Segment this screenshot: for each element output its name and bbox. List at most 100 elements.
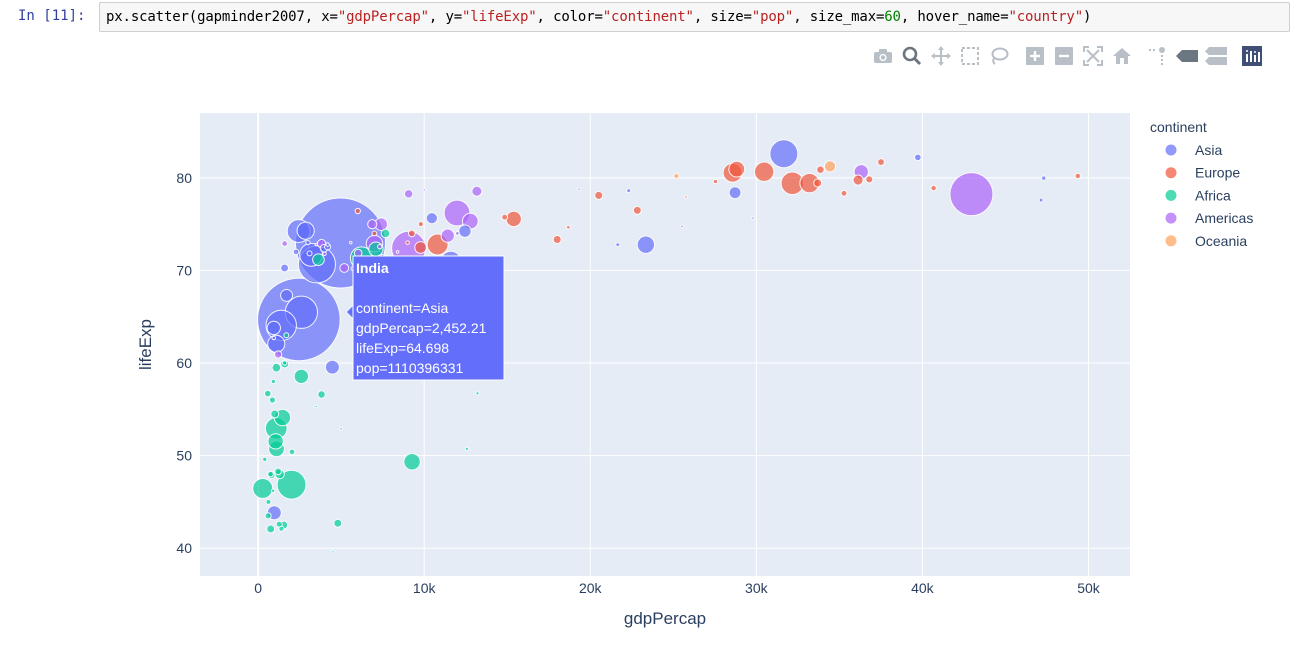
data-point[interactable]	[475, 391, 480, 396]
hover-closest-icon[interactable]	[1176, 45, 1198, 67]
data-point[interactable]	[458, 224, 472, 238]
data-point[interactable]	[377, 243, 383, 250]
data-point[interactable]	[262, 456, 268, 462]
data-point[interactable]	[283, 332, 290, 339]
data-point[interactable]	[471, 185, 483, 197]
plotly-logo-icon[interactable]	[1241, 45, 1263, 67]
data-point[interactable]	[331, 550, 335, 554]
data-point[interactable]	[1074, 172, 1081, 180]
data-point[interactable]	[680, 224, 684, 229]
data-point[interactable]	[278, 525, 285, 532]
data-point[interactable]	[380, 228, 391, 239]
data-point[interactable]	[930, 184, 937, 192]
data-point[interactable]	[626, 188, 632, 194]
data-point[interactable]	[271, 335, 277, 341]
data-point[interactable]	[267, 433, 284, 450]
data-point[interactable]	[753, 161, 775, 182]
data-point[interactable]	[270, 488, 276, 494]
lasso-icon[interactable]	[988, 45, 1010, 67]
data-point[interactable]	[464, 446, 469, 451]
data-point[interactable]	[270, 409, 280, 419]
data-point[interactable]	[265, 498, 272, 505]
data-point[interactable]	[949, 172, 994, 217]
data-point[interactable]	[505, 210, 522, 228]
legend-marker[interactable]	[1164, 211, 1178, 225]
data-point[interactable]	[414, 241, 427, 254]
data-point[interactable]	[684, 195, 688, 199]
data-point[interactable]	[271, 362, 282, 373]
data-point[interactable]	[673, 172, 680, 179]
legend-marker[interactable]	[1164, 234, 1178, 248]
reset-axes-icon[interactable]	[1111, 45, 1133, 67]
data-point[interactable]	[325, 242, 330, 247]
data-point[interactable]	[407, 229, 416, 238]
data-point[interactable]	[371, 230, 378, 237]
data-point[interactable]	[263, 389, 272, 398]
spike-lines-icon[interactable]	[1147, 45, 1169, 67]
data-point[interactable]	[273, 350, 283, 359]
data-point[interactable]	[552, 235, 562, 244]
legend-marker[interactable]	[1164, 143, 1178, 157]
data-point[interactable]	[292, 248, 300, 256]
data-point[interactable]	[270, 378, 277, 385]
data-point[interactable]	[914, 153, 922, 162]
hover-compare-icon[interactable]	[1205, 45, 1227, 67]
data-point[interactable]	[577, 187, 581, 192]
data-point[interactable]	[367, 219, 378, 230]
data-point[interactable]	[769, 139, 799, 169]
data-point[interactable]	[751, 216, 755, 220]
data-point[interactable]	[636, 235, 656, 254]
data-point[interactable]	[281, 240, 288, 247]
data-point[interactable]	[354, 207, 361, 215]
data-point[interactable]	[728, 160, 746, 178]
data-point[interactable]	[840, 189, 848, 197]
data-point[interactable]	[314, 404, 318, 409]
code-text[interactable]: px.scatter(gapminder2007, x="gdpPercap",…	[106, 9, 1091, 25]
data-point[interactable]	[267, 470, 274, 478]
zoom-out-icon[interactable]	[1053, 45, 1075, 67]
data-point[interactable]	[395, 250, 400, 254]
data-point[interactable]	[339, 427, 343, 431]
data-point[interactable]	[339, 263, 350, 273]
data-point[interactable]	[305, 239, 311, 246]
code-cell[interactable]: px.scatter(gapminder2007, x="gdpPercap",…	[99, 2, 1290, 32]
data-point[interactable]	[368, 241, 384, 257]
data-point[interactable]	[1041, 175, 1047, 181]
data-point[interactable]	[333, 518, 343, 528]
data-point[interactable]	[501, 213, 509, 221]
data-point[interactable]	[728, 186, 742, 200]
data-point[interactable]	[455, 231, 460, 236]
plot-area[interactable]	[200, 113, 1130, 576]
data-point[interactable]	[405, 240, 410, 245]
data-point[interactable]	[293, 368, 309, 385]
legend-item-label[interactable]: Asia	[1195, 142, 1222, 158]
data-point[interactable]	[422, 188, 426, 192]
data-point[interactable]	[252, 477, 274, 499]
legend-marker[interactable]	[1164, 188, 1178, 202]
data-point[interactable]	[425, 212, 438, 225]
legend-marker[interactable]	[1164, 166, 1178, 180]
camera-icon[interactable]	[872, 45, 894, 67]
data-point[interactable]	[417, 221, 424, 228]
data-point[interactable]	[632, 205, 642, 215]
data-point[interactable]	[322, 251, 327, 257]
data-point[interactable]	[403, 189, 414, 199]
data-point[interactable]	[823, 160, 837, 173]
data-point[interactable]	[813, 178, 823, 188]
data-point[interactable]	[403, 453, 421, 471]
data-point[interactable]	[317, 390, 326, 399]
autoscale-icon[interactable]	[1082, 45, 1104, 67]
data-point[interactable]	[440, 228, 455, 243]
data-point[interactable]	[264, 512, 272, 520]
data-point[interactable]	[282, 360, 288, 366]
legend-item-label[interactable]: Africa	[1195, 187, 1231, 203]
data-point[interactable]	[296, 221, 315, 240]
data-point[interactable]	[266, 320, 281, 336]
data-point[interactable]	[594, 190, 604, 200]
box-select-icon[interactable]	[959, 45, 981, 67]
data-point[interactable]	[280, 288, 294, 302]
data-point[interactable]	[324, 359, 340, 375]
data-point[interactable]	[268, 396, 276, 404]
data-point[interactable]	[1038, 197, 1044, 203]
